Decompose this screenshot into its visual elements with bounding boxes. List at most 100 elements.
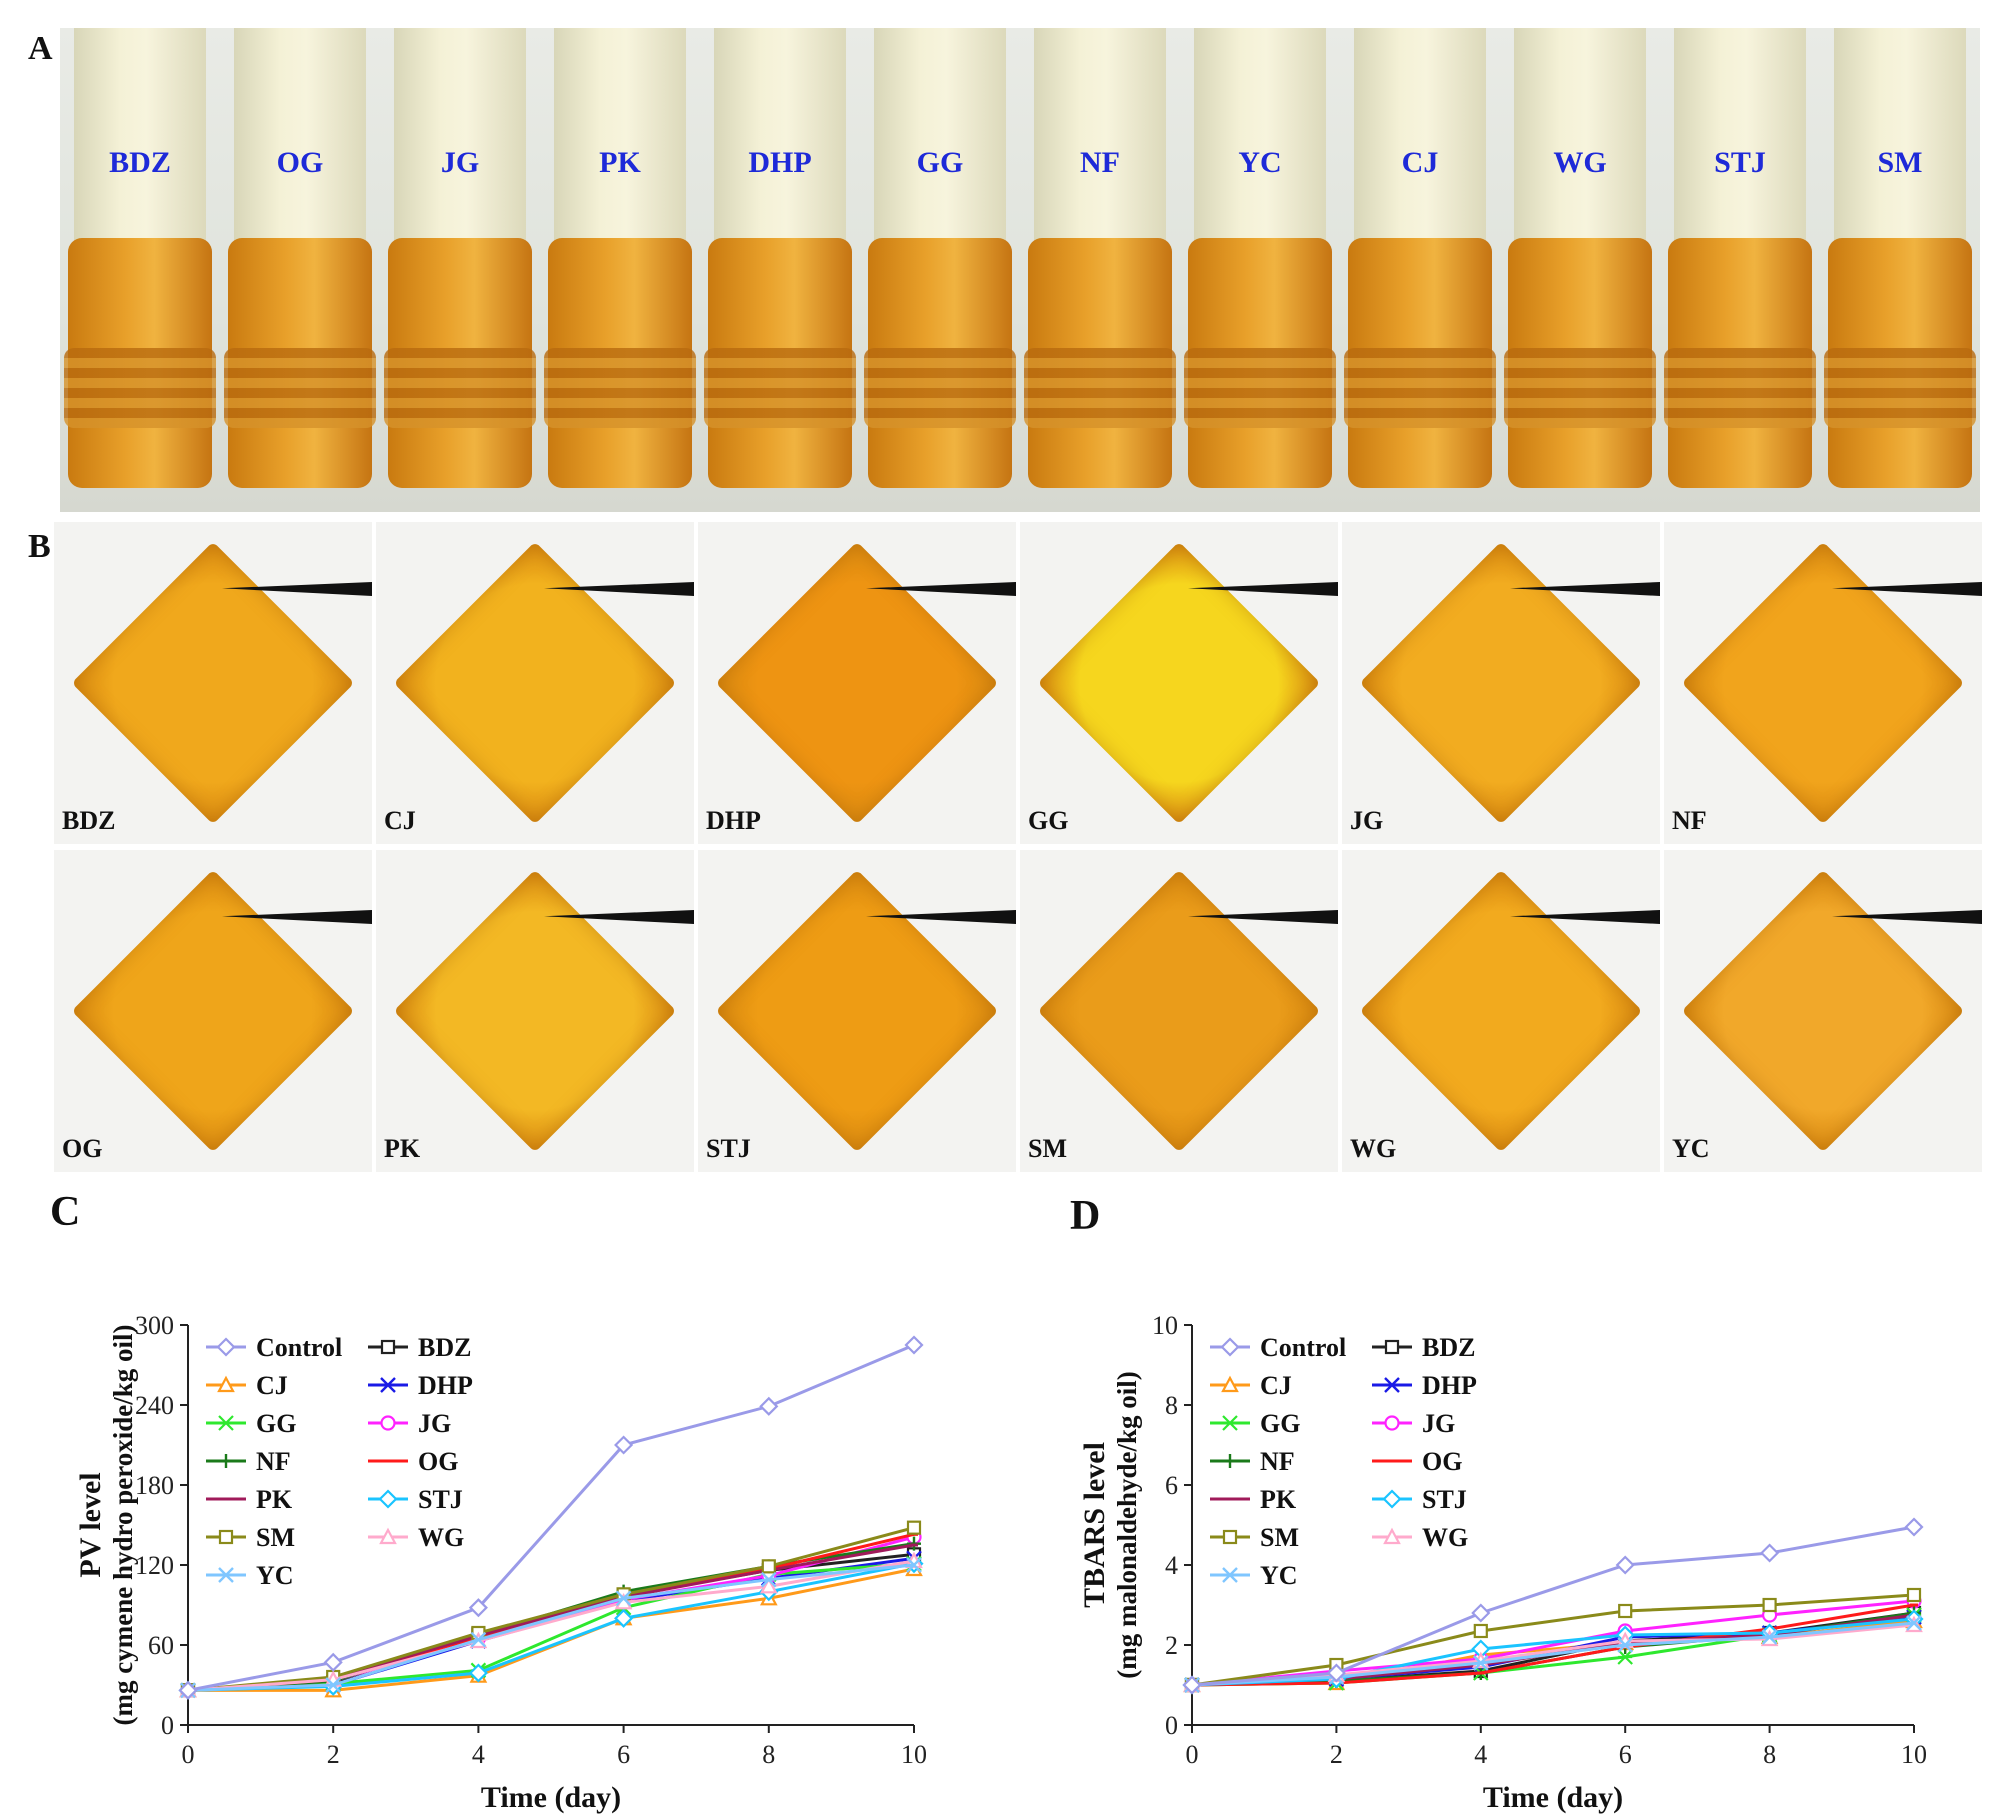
film-photo-pk: PK — [376, 850, 694, 1172]
film-label: YC — [1672, 1134, 1710, 1163]
legend-item: Control — [1210, 1333, 1346, 1362]
data-point — [1760, 1543, 1780, 1563]
film-label: DHP — [706, 806, 761, 835]
series-line — [1191, 1603, 1915, 1687]
data-point — [1473, 1623, 1488, 1639]
tbars-chart: 0 2 4 6 8 10 0 2 4 6 8 10 Time (day) TBARS level (mg m… — [1078, 1311, 1927, 1814]
legend-label: STJ — [418, 1485, 463, 1514]
panel-label-b: B — [28, 528, 51, 565]
series-control — [178, 1335, 924, 1700]
tube-band — [1184, 348, 1336, 428]
data-point — [470, 1631, 487, 1648]
tube-label: OG — [276, 146, 324, 179]
legend-item: JG — [368, 1409, 451, 1438]
film-photo-sm: SM — [1020, 850, 1338, 1172]
legend-label: STJ — [1422, 1485, 1467, 1514]
legend-label: CJ — [1260, 1371, 1292, 1400]
y-tick-label: 2 — [1165, 1631, 1178, 1660]
legend-label: Control — [1260, 1333, 1346, 1362]
film-label: GG — [1028, 806, 1069, 835]
tube-band — [1824, 348, 1976, 428]
tube-label: YC — [1238, 146, 1282, 179]
y-tick-label: 60 — [148, 1631, 174, 1660]
series-line — [1191, 1593, 1915, 1687]
legend-label: GG — [1260, 1409, 1300, 1438]
data-point — [760, 1571, 777, 1588]
film-label: WG — [1350, 1134, 1397, 1163]
film-sheet — [1681, 541, 1965, 825]
series-line — [188, 1567, 915, 1692]
data-point — [468, 1598, 488, 1618]
film-label: SM — [1028, 1134, 1067, 1163]
legend-item: GG — [206, 1409, 296, 1438]
legend-label: DHP — [1422, 1371, 1477, 1400]
film-photo-yc: YC — [1664, 850, 1982, 1172]
tube-label: GG — [916, 146, 964, 179]
legend-label: SM — [256, 1523, 295, 1552]
y-axis-sublabel: (mg malonaldehyde/kg oil) — [1112, 1371, 1142, 1679]
series-line — [187, 1559, 915, 1692]
tube-band — [384, 348, 536, 428]
tube-og — [224, 28, 376, 488]
y-axis-label: TBARS level — [1078, 1442, 1111, 1608]
legend-item: SM — [206, 1523, 295, 1552]
legend-item: SM — [1210, 1523, 1299, 1552]
x-tick-label: 2 — [1330, 1740, 1343, 1769]
film-sheet — [715, 869, 999, 1153]
data-point — [1615, 1555, 1635, 1575]
legend-label: YC — [256, 1561, 294, 1590]
tube-band — [864, 348, 1016, 428]
legend-item: BDZ — [368, 1333, 471, 1362]
x-tick-label: 6 — [1619, 1740, 1632, 1769]
tube-band — [64, 348, 216, 428]
legend-marker — [1222, 1415, 1238, 1431]
series-line — [187, 1562, 915, 1692]
legend-item: STJ — [368, 1485, 463, 1514]
legend-marker — [1222, 1567, 1238, 1583]
data-point — [761, 1559, 776, 1574]
y-axis-sublabel: (mg cymene hydro peroxide/kg oil) — [108, 1325, 138, 1726]
x-tick-label: 4 — [1474, 1740, 1487, 1769]
series-line — [187, 1343, 915, 1692]
data-point — [904, 1335, 924, 1355]
data-point — [614, 1608, 634, 1628]
tube-dhp — [704, 28, 856, 488]
legend-item: Control — [206, 1333, 342, 1362]
legend-marker — [379, 1527, 397, 1545]
x-tick-label: 8 — [762, 1740, 775, 1769]
y-tick-label: 0 — [1165, 1711, 1178, 1740]
data-point — [1906, 1615, 1922, 1631]
tube-wg — [1504, 28, 1656, 488]
legend-label: BDZ — [418, 1333, 471, 1362]
tube-label: DHP — [748, 146, 812, 179]
legend-label: PK — [256, 1485, 293, 1514]
y-axis-label: PV level — [74, 1472, 107, 1577]
film-sheet — [1359, 869, 1643, 1153]
tube-pk — [544, 28, 696, 488]
legend-item: OG — [368, 1447, 458, 1476]
legend-marker — [218, 1415, 234, 1431]
x-tick-label: 8 — [1763, 1740, 1776, 1769]
legend-item: WG — [1372, 1523, 1468, 1552]
series-line — [187, 1562, 915, 1692]
legend-item: STJ — [1372, 1485, 1467, 1514]
data-point — [1472, 1655, 1489, 1671]
legend-item: YC — [1210, 1561, 1298, 1590]
series-line — [1191, 1599, 1915, 1687]
legend-label: SM — [1260, 1523, 1299, 1552]
data-point — [323, 1652, 343, 1672]
legend-marker — [218, 1567, 234, 1583]
legend-item: PK — [1210, 1485, 1297, 1514]
data-point — [759, 1577, 778, 1594]
film-label: PK — [384, 1134, 421, 1163]
legend-item: PK — [206, 1485, 293, 1514]
pv-chart: 0 60 120 180 240 300 0 2 4 6 8 10 Time (day) PV level… — [74, 1311, 927, 1814]
film-photo-og: OG — [54, 850, 372, 1172]
data-point — [1618, 1603, 1633, 1619]
legend-item: GG — [1210, 1409, 1300, 1438]
legend-label: OG — [1422, 1447, 1462, 1476]
y-tick-label: 240 — [135, 1391, 174, 1420]
film-photo-jg: JG — [1342, 522, 1660, 844]
x-tick-label: 10 — [901, 1740, 927, 1769]
series-line — [1191, 1525, 1915, 1687]
